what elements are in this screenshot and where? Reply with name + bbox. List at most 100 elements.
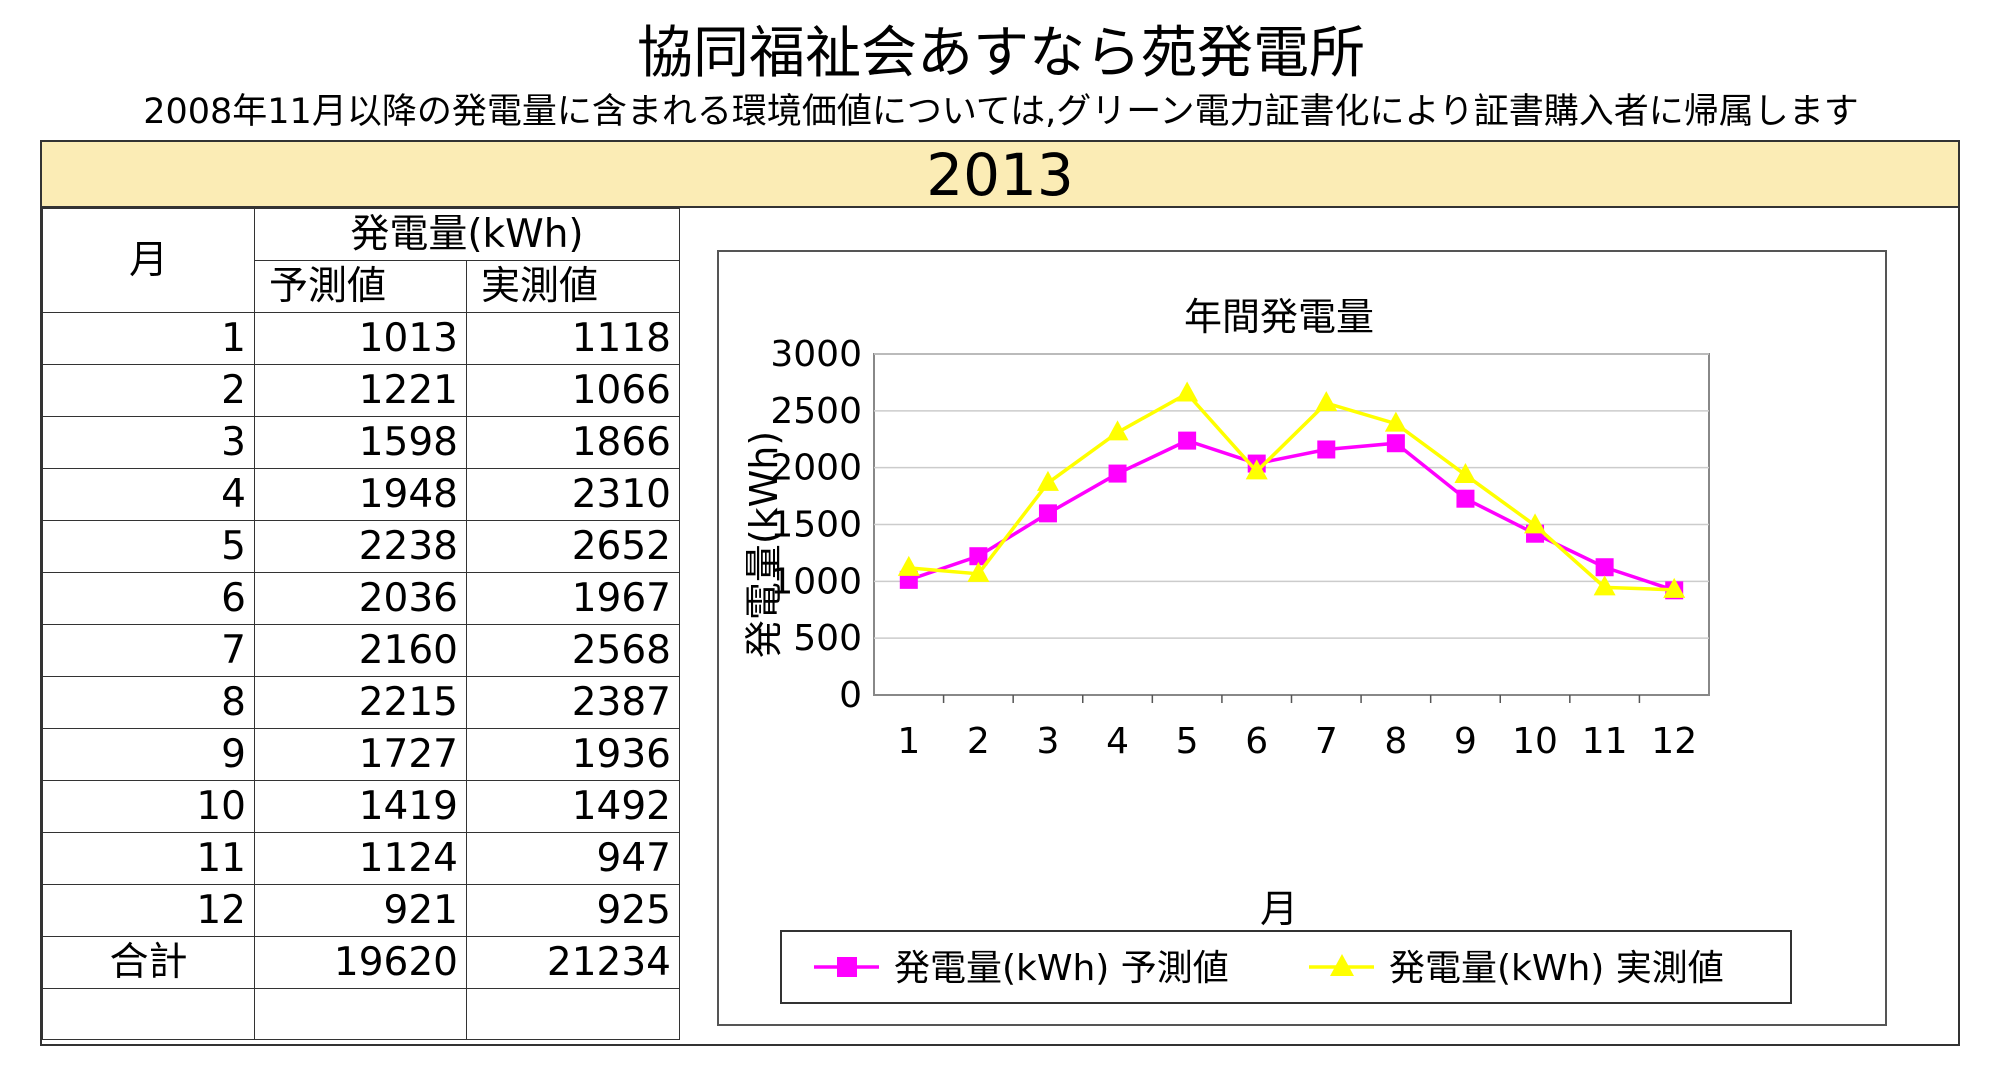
x-tick-label: 12: [1651, 721, 1697, 762]
month-cell: 8: [42, 676, 255, 729]
data-point-forecast: [1386, 434, 1405, 453]
total-row: 合計 19620 21234: [42, 936, 680, 989]
month-cell: 10: [42, 780, 255, 833]
table-row: 4 1948 2310: [42, 468, 680, 521]
x-tick-label: 9: [1454, 721, 1477, 762]
forecast-cell: 2215: [254, 676, 467, 729]
legend-marker-square: [837, 957, 857, 977]
forecast-cell: 1419: [254, 780, 467, 833]
data-point-actual: [1106, 420, 1129, 441]
y-tick-label: 500: [793, 618, 862, 659]
actual-header: 実測値: [466, 260, 680, 313]
series-line-2: [908, 391, 1675, 592]
data-point-actual: [1176, 381, 1199, 402]
actual-cell: 1492: [466, 780, 680, 833]
table-row: 6 2036 1967: [42, 572, 680, 625]
table-row: 8 2215 2387: [42, 676, 680, 729]
data-point-actual: [1245, 459, 1268, 480]
year-banner: 2013: [42, 142, 1958, 208]
forecast-cell: 1948: [254, 468, 467, 521]
total-forecast: 19620: [254, 936, 467, 989]
table-row: 2 1221 1066: [42, 364, 680, 417]
actual-cell: 1118: [466, 312, 680, 365]
actual-cell: 2387: [466, 676, 680, 729]
data-point-actual: [967, 561, 990, 582]
x-tick-label: 3: [1037, 721, 1060, 762]
table-row: 5 2238 2652: [42, 520, 680, 573]
month-cell: 9: [42, 728, 255, 781]
table-row: 1 1013 1118: [42, 312, 680, 365]
data-point-forecast: [1317, 440, 1336, 459]
y-tick-label: 3000: [770, 334, 862, 375]
data-point-forecast: [1178, 431, 1197, 450]
empty-cell: [466, 988, 680, 1040]
legend-label-2: 発電量(kWh) 実測値: [1389, 948, 1724, 989]
y-tick-label: 2000: [770, 448, 862, 489]
empty-cell: [254, 988, 467, 1040]
data-point-forecast: [969, 547, 988, 566]
page-subtitle: 2008年11月以降の発電量に含まれる環境価値については,グリーン電力証書化によ…: [143, 92, 1859, 132]
month-cell: 11: [42, 832, 255, 885]
forecast-header: 予測値: [254, 260, 467, 313]
data-point-actual: [1524, 513, 1547, 534]
data-point-actual: [1593, 575, 1616, 596]
data-point-actual: [1036, 470, 1059, 491]
month-cell: 5: [42, 520, 255, 573]
x-tick-label: 7: [1315, 721, 1338, 762]
legend-marker-triangle: [1330, 954, 1354, 976]
y-axis-label: 発電量(kWh): [742, 431, 786, 658]
actual-cell: 2652: [466, 520, 680, 573]
actual-cell: 1936: [466, 728, 680, 781]
x-tick-label: 11: [1582, 721, 1628, 762]
table-row: 7 2160 2568: [42, 624, 680, 677]
data-point-forecast: [1595, 558, 1614, 577]
x-tick-label: 5: [1176, 721, 1199, 762]
total-actual: 21234: [466, 936, 680, 989]
generation-header: 発電量(kWh): [254, 208, 680, 261]
forecast-cell: 1221: [254, 364, 467, 417]
empty-row: [42, 988, 680, 1040]
data-point-actual: [1663, 577, 1686, 598]
month-header: 月: [42, 208, 255, 313]
page-title: 協同福祉会あすなら苑発電所: [637, 21, 1365, 86]
actual-cell: 1967: [466, 572, 680, 625]
data-point-forecast: [1038, 504, 1057, 523]
month-cell: 2: [42, 364, 255, 417]
data-point-forecast: [1108, 464, 1127, 483]
x-tick-label: 1: [897, 721, 920, 762]
forecast-cell: 2160: [254, 624, 467, 677]
x-tick-label: 6: [1245, 721, 1268, 762]
table-row: 12 921 925: [42, 884, 680, 937]
month-cell: 3: [42, 416, 255, 469]
actual-cell: 1866: [466, 416, 680, 469]
y-tick-label: 2500: [770, 391, 862, 432]
table-row: 9 1727 1936: [42, 728, 680, 781]
month-cell: 6: [42, 572, 255, 625]
x-tick-label: 4: [1106, 721, 1129, 762]
forecast-cell: 1124: [254, 832, 467, 885]
month-cell: 4: [42, 468, 255, 521]
month-cell: 7: [42, 624, 255, 677]
data-point-actual: [1384, 411, 1407, 432]
actual-cell: 2568: [466, 624, 680, 677]
empty-cell: [42, 988, 255, 1040]
forecast-cell: 2238: [254, 520, 467, 573]
chart-title: 年間発電量: [1184, 295, 1374, 339]
y-tick-label: 0: [839, 675, 862, 716]
x-tick-label: 2: [967, 721, 990, 762]
forecast-cell: 2036: [254, 572, 467, 625]
generation-table: 月 発電量(kWh) 予測値 実測値 1 1013 1118 2 1221 1066 3 15…: [42, 208, 680, 1040]
actual-cell: 925: [466, 884, 680, 937]
y-tick-label: 1000: [770, 561, 862, 602]
total-label: 合計: [42, 936, 255, 989]
actual-cell: 1066: [466, 364, 680, 417]
table-row: 3 1598 1866: [42, 416, 680, 469]
data-point-forecast: [1456, 489, 1475, 508]
month-cell: 1: [42, 312, 255, 365]
forecast-cell: 1598: [254, 416, 467, 469]
forecast-cell: 921: [254, 884, 467, 937]
x-tick-label: 8: [1384, 721, 1407, 762]
legend-label-1: 発電量(kWh) 予測値: [894, 948, 1229, 989]
data-point-actual: [897, 555, 920, 576]
chart-area: 0 500 1000 1500 2000 2500 3000 1 2 3 4 5 6 7 8 9 10 11 12 年…: [717, 250, 1887, 1026]
